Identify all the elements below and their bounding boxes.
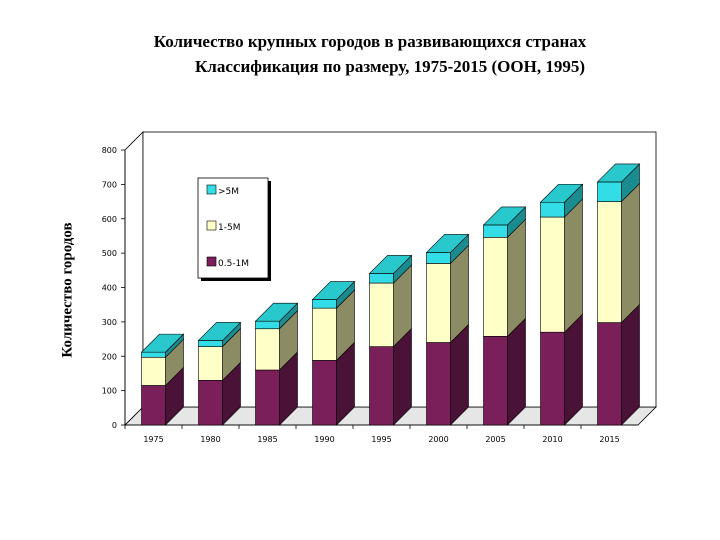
bar->5M-1980: [198, 340, 223, 347]
bar->5M-2015: [597, 181, 622, 202]
y-tick-label: 800: [102, 146, 117, 155]
bar-top-1975: [140, 333, 185, 353]
bar-0.5-1M-1985: [255, 369, 280, 426]
y-tick-label: 300: [102, 318, 117, 327]
bar-1-5M-1975: [141, 356, 166, 386]
x-tick-label: 2000: [428, 435, 448, 444]
bar-0.5-1M-1975: [141, 385, 166, 426]
x-tick-label: 2005: [485, 435, 505, 444]
bar-top-1985: [254, 302, 299, 322]
chart-title: Количество крупных городов в развивающих…: [153, 32, 587, 51]
bar-1-5M-1990: [312, 307, 337, 361]
bar-top-1990: [311, 281, 356, 300]
y-tick-label: 100: [102, 387, 117, 396]
bar-0.5-1M-2000: [426, 342, 451, 426]
bar-side-1-5M-2005: [507, 218, 526, 338]
bar-side-0.5-1M-2010: [564, 313, 583, 426]
x-tick-label: 1975: [143, 435, 163, 444]
legend-swatch-1-5M: [206, 220, 217, 231]
legend-swatch->5M: [206, 184, 217, 195]
chart-subtitle: Классификация по размеру, 1975-2015 (ООН…: [194, 57, 586, 76]
bar-0.5-1M-1980: [198, 380, 223, 426]
bar->5M-2005: [483, 224, 508, 238]
bar-top-2015: [596, 163, 641, 183]
y-tick-label: 500: [102, 249, 117, 258]
legend-label->5M: >5M: [218, 187, 239, 197]
bar-0.5-1M-2005: [483, 336, 508, 426]
y-tick-label: 0: [112, 421, 117, 430]
bar-1-5M-1995: [369, 282, 394, 347]
x-tick-label: 2010: [542, 435, 562, 444]
bar-top-2010: [539, 183, 584, 203]
x-tick-label: 1985: [257, 435, 277, 444]
bar->5M-2000: [426, 252, 451, 264]
legend-swatch-0.5-1M: [206, 256, 217, 267]
bar-1-5M-2015: [597, 201, 622, 323]
bar-side-0.5-1M-2005: [507, 317, 526, 426]
bar->5M-2010: [540, 201, 565, 218]
y-tick-label: 400: [102, 284, 117, 293]
bar-1-5M-1985: [255, 328, 280, 371]
bar->5M-1985: [255, 320, 280, 330]
bar->5M-1975: [141, 351, 166, 358]
bar-side-1-5M-2015: [621, 182, 640, 324]
bar-1-5M-2005: [483, 237, 508, 337]
bar->5M-1990: [312, 299, 337, 309]
x-tick-label: 2015: [599, 435, 619, 444]
x-tick-label: 1990: [314, 435, 334, 444]
bar-top-2000: [425, 234, 470, 253]
bar-0.5-1M-2010: [540, 331, 565, 426]
bar-top-2005: [482, 206, 527, 226]
bar-1-5M-2010: [540, 216, 565, 333]
bar-0.5-1M-2015: [597, 322, 622, 426]
bar-side-1-5M-2010: [564, 198, 583, 333]
bar-top-1980: [197, 322, 242, 341]
bar-top-1995: [368, 255, 413, 274]
legend-label-1-5M: 1-5M: [218, 223, 240, 233]
y-tick-label: 600: [102, 215, 117, 224]
bar-0.5-1M-1990: [312, 360, 337, 426]
bar-1-5M-1980: [198, 346, 223, 381]
legend-label-0.5-1M: 0.5-1M: [218, 259, 249, 269]
bar-1-5M-2000: [426, 263, 451, 343]
x-tick-label: 1980: [200, 435, 220, 444]
y-tick-label: 700: [102, 180, 117, 189]
bar-side-0.5-1M-2015: [621, 303, 640, 426]
bar->5M-1995: [369, 273, 394, 284]
y-tick-label: 200: [102, 352, 117, 361]
chart-side-wall: [124, 131, 144, 426]
x-tick-label: 1995: [371, 435, 391, 444]
bar-0.5-1M-1995: [369, 346, 394, 426]
